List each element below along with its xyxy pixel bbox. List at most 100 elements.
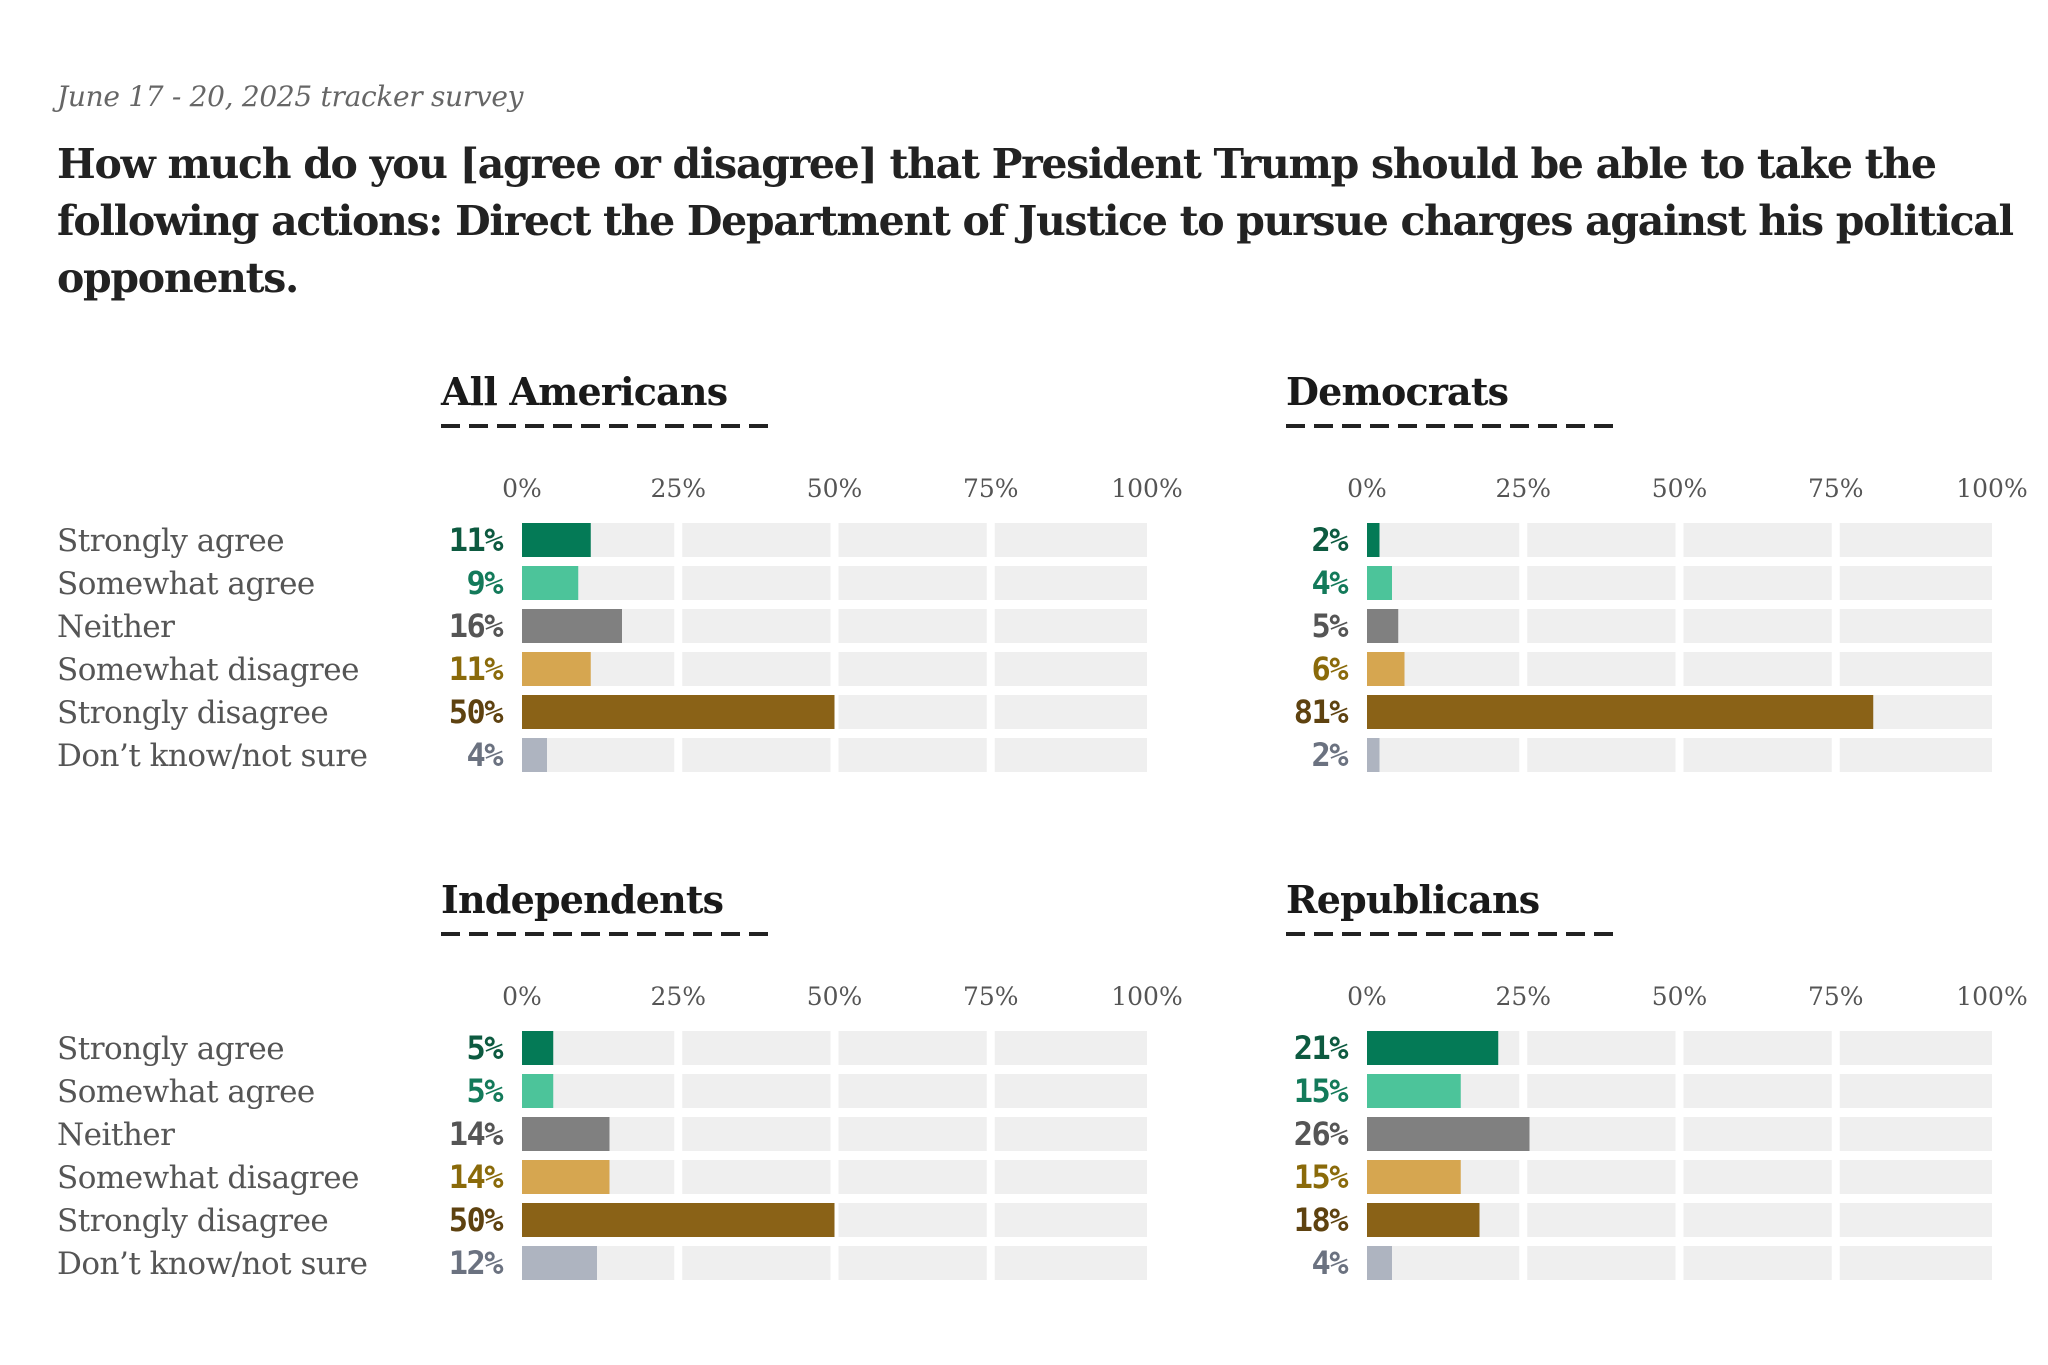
panel-title: Democrats: [1286, 369, 1508, 414]
panel-republicans: Republicans 0% 25% 50% 75% 100% 21% 15% 26% 15% 18…: [1286, 877, 2028, 1282]
bar-track-segment: [994, 1246, 1147, 1280]
x-tick-label: 25%: [1495, 982, 1551, 1011]
value-label: 50%: [449, 693, 505, 731]
category-label: Strongly disagree: [57, 1203, 328, 1239]
bar-track-segment: [838, 1117, 987, 1151]
panel-title: Independents: [441, 877, 723, 922]
bar-track-segment: [838, 652, 987, 686]
bar-row-neither: 26%: [1294, 1115, 1992, 1153]
value-label: 50%: [449, 1201, 505, 1239]
value-label: 4%: [1311, 1244, 1349, 1282]
category-label: Somewhat agree: [57, 1074, 315, 1110]
bar-strongly-agree: [522, 523, 591, 557]
value-label: 18%: [1294, 1201, 1350, 1239]
bar-track-segment: [838, 1246, 987, 1280]
bar-track-segment: [1839, 1160, 1992, 1194]
x-tick-label: 25%: [650, 474, 706, 503]
bar-track-segment: [994, 1160, 1147, 1194]
bar-row-neither: 14% Neither: [57, 1115, 1147, 1153]
bar-neither: [1367, 609, 1399, 643]
bar-track-segment: [838, 695, 987, 729]
bar-somewhat-disagree: [522, 1160, 610, 1194]
bar-track-segment: [838, 738, 987, 772]
bar-don-t-know-not-sure: [522, 738, 547, 772]
bar-track-segment: [1839, 1246, 1992, 1280]
bar-track-segment: [1527, 1074, 1676, 1108]
bar-row-strongly-agree: 11% Strongly agree: [57, 521, 1147, 559]
bar-track-segment: [994, 1117, 1147, 1151]
value-label: 9%: [466, 564, 504, 602]
bar-track-segment: [1367, 523, 1520, 557]
value-label: 12%: [449, 1244, 505, 1282]
bar-track-segment: [1683, 1160, 1832, 1194]
bar-track-segment: [1683, 1246, 1832, 1280]
bar-somewhat-disagree: [1367, 652, 1405, 686]
panel-independents: Independents 0% 25% 50% 75% 100% 5% Strongly ag…: [57, 877, 1183, 1282]
bar-track-segment: [994, 652, 1147, 686]
bar-track-segment: [1683, 1117, 1832, 1151]
bar-don-t-know-not-sure: [1367, 738, 1380, 772]
bar-track-segment: [1683, 1074, 1832, 1108]
bar-track-segment: [1683, 566, 1832, 600]
bar-row-don-t-know-not-sure: 12% Don’t know/not sure: [57, 1244, 1147, 1282]
bar-track-segment: [838, 566, 987, 600]
bar-track-segment: [1527, 1246, 1676, 1280]
bar-neither: [1367, 1117, 1530, 1151]
value-label: 4%: [1311, 564, 1349, 602]
category-label: Don’t know/not sure: [57, 738, 368, 774]
survey-date-subtitle: June 17 - 20, 2025 tracker survey: [57, 80, 524, 113]
bar-row-strongly-agree: 21%: [1294, 1029, 1992, 1067]
bar-track-segment: [1683, 1031, 1832, 1065]
bar-row-strongly-disagree: 50% Strongly disagree: [57, 693, 1147, 731]
value-label: 26%: [1294, 1115, 1350, 1153]
panel-title: Republicans: [1286, 877, 1539, 922]
x-tick-label: 25%: [1495, 474, 1551, 503]
bar-track-segment: [1527, 1117, 1676, 1151]
bar-track-segment: [1527, 1203, 1676, 1237]
bar-row-don-t-know-not-sure: 4% Don’t know/not sure: [57, 736, 1147, 774]
bar-track-segment: [682, 609, 831, 643]
bar-track-segment: [1683, 523, 1832, 557]
bar-track-segment: [1527, 609, 1676, 643]
bar-track-segment: [1839, 523, 1992, 557]
category-label: Somewhat disagree: [57, 652, 359, 688]
category-label: Don’t know/not sure: [57, 1246, 368, 1282]
x-tick-label: 0%: [1347, 982, 1387, 1011]
x-tick-label: 50%: [1652, 982, 1708, 1011]
bar-track-segment: [1683, 652, 1832, 686]
bar-somewhat-disagree: [522, 652, 591, 686]
bar-row-strongly-disagree: 50% Strongly disagree: [57, 1201, 1147, 1239]
value-label: 16%: [449, 607, 505, 645]
value-label: 5%: [466, 1029, 504, 1067]
bar-track-segment: [1683, 1203, 1832, 1237]
bar-track-segment: [682, 1074, 831, 1108]
bar-track-segment: [682, 1160, 831, 1194]
x-tick-label: 75%: [1808, 474, 1864, 503]
value-label: 5%: [466, 1072, 504, 1110]
bar-row-somewhat-disagree: 11% Somewhat disagree: [57, 650, 1147, 688]
bar-strongly-agree: [522, 1031, 554, 1065]
bar-track-segment: [1527, 1160, 1676, 1194]
panel-all-americans: All Americans 0% 25% 50% 75% 100% 11% Strongly …: [57, 369, 1183, 774]
bar-track-segment: [682, 566, 831, 600]
panel-title: All Americans: [440, 369, 727, 414]
bar-track-segment: [838, 523, 987, 557]
bar-track-segment: [994, 1031, 1147, 1065]
bar-row-strongly-disagree: 81%: [1294, 693, 1992, 731]
value-label: 15%: [1294, 1072, 1350, 1110]
bar-track-segment: [1839, 738, 1992, 772]
bar-somewhat-agree: [522, 566, 579, 600]
x-tick-label: 75%: [963, 982, 1019, 1011]
value-label: 5%: [1311, 607, 1349, 645]
bar-row-somewhat-disagree: 6%: [1311, 650, 1992, 688]
bar-strongly-disagree: [1367, 695, 1874, 729]
bar-somewhat-agree: [1367, 1074, 1461, 1108]
bar-track-segment: [1367, 1246, 1520, 1280]
chart-title: How much do you [agree or disagree] that…: [57, 140, 2014, 302]
x-tick-label: 100%: [1956, 474, 2027, 503]
bar-strongly-agree: [1367, 1031, 1499, 1065]
value-label: 4%: [466, 736, 504, 774]
x-tick-label: 100%: [1111, 982, 1182, 1011]
bar-row-strongly-agree: 2%: [1311, 521, 1992, 559]
